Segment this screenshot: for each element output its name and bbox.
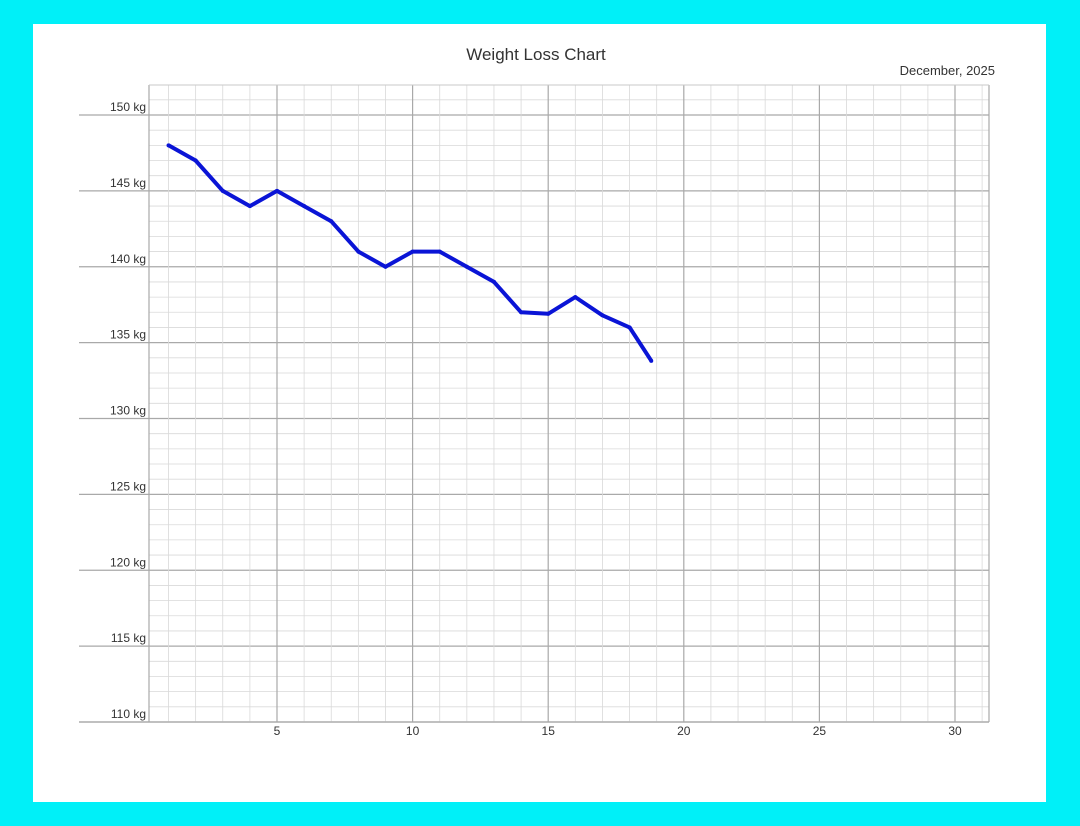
data-point xyxy=(464,264,469,269)
y-axis-tick-labels: 150 kg 145 kg 140 kg 135 kg 130 kg 125 kg 120 … xyxy=(110,100,146,721)
y-tick-label: 135 kg xyxy=(110,328,146,342)
data-point xyxy=(220,188,225,193)
grid xyxy=(79,85,989,723)
axis-lines xyxy=(79,84,990,723)
data-point xyxy=(193,158,198,163)
y-tick-label: 115 kg xyxy=(111,631,146,645)
data-point xyxy=(519,310,524,315)
y-tick-label: 150 kg xyxy=(110,100,146,114)
data-point xyxy=(627,325,632,330)
x-tick-label: 5 xyxy=(274,724,281,738)
data-point xyxy=(166,143,171,148)
x-tick-label: 20 xyxy=(677,724,691,738)
y-tick-label: 130 kg xyxy=(110,404,146,418)
data-point xyxy=(356,249,361,254)
x-axis-tick-labels: 5 10 15 20 25 30 xyxy=(274,724,962,738)
x-tick-label: 10 xyxy=(406,724,420,738)
data-point xyxy=(491,279,496,284)
x-tick-label: 15 xyxy=(542,724,556,738)
x-tick-label: 30 xyxy=(948,724,962,738)
y-tick-label: 120 kg xyxy=(110,555,146,569)
chart-title: Weight Loss Chart xyxy=(466,45,606,64)
data-point xyxy=(302,204,307,209)
data-point xyxy=(383,264,388,269)
chart-subtitle: December, 2025 xyxy=(900,63,995,78)
data-point xyxy=(247,204,252,209)
x-tick-label: 25 xyxy=(813,724,827,738)
data-point xyxy=(410,249,415,254)
y-tick-label: 145 kg xyxy=(110,176,146,190)
y-tick-label: 125 kg xyxy=(110,479,146,493)
y-tick-label: 110 kg xyxy=(111,707,146,721)
data-point xyxy=(329,219,334,224)
data-point xyxy=(649,358,654,363)
data-point xyxy=(546,311,551,316)
data-point xyxy=(275,188,279,193)
y-tick-label: 140 kg xyxy=(110,252,146,266)
data-point xyxy=(437,249,442,254)
series-layer xyxy=(166,143,654,363)
weight-loss-chart: 150 kg 145 kg 140 kg 135 kg 130 kg 125 kg 120 … xyxy=(79,45,995,738)
data-point xyxy=(600,313,605,318)
chart-paper: 150 kg 145 kg 140 kg 135 kg 130 kg 125 kg 120 … xyxy=(33,24,1046,802)
weight-series-line xyxy=(167,143,653,362)
data-point xyxy=(573,295,578,300)
